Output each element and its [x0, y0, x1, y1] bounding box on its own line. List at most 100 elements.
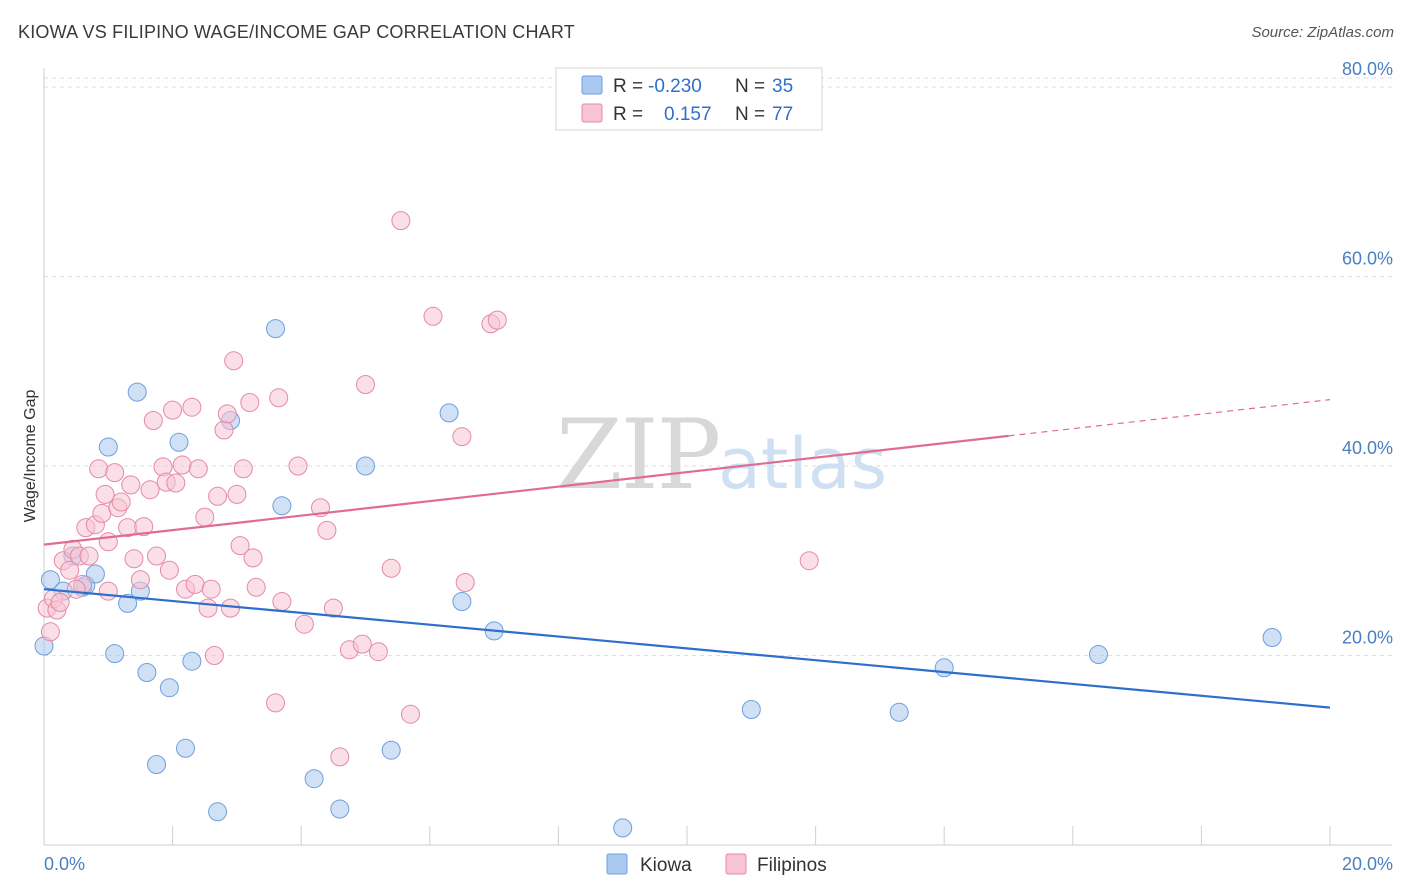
point-filipinos: [79, 546, 99, 566]
bottom-legend-swatch-filipinos: [725, 853, 747, 875]
point-filipinos: [272, 592, 292, 611]
point-kiowa: [208, 802, 228, 822]
point-kiowa: [266, 319, 285, 339]
legend-swatch-filipinos: [581, 103, 603, 123]
point-filipinos: [40, 622, 60, 642]
point-kiowa: [934, 658, 954, 678]
point-filipinos: [147, 546, 166, 566]
point-filipinos: [356, 375, 375, 394]
point-kiowa: [1089, 645, 1108, 664]
point-filipinos: [182, 397, 202, 417]
legend: R = -0.230 N = 35 R = 0.157 N = 77: [555, 67, 823, 131]
point-kiowa: [304, 769, 324, 789]
legend-r-value-kiowa: -0.230: [648, 76, 702, 97]
point-filipinos: [224, 351, 244, 371]
point-filipinos: [50, 592, 70, 612]
point-filipinos: [217, 404, 237, 424]
point-filipinos: [130, 570, 150, 590]
point-kiowa: [85, 564, 105, 584]
point-filipinos: [201, 579, 221, 599]
chart-title: KIOWA VS FILIPINO WAGE/INCOME GAP CORREL…: [18, 22, 575, 42]
y-axis-label: Wage/Income Gap: [22, 390, 39, 523]
point-filipinos: [266, 693, 285, 713]
x-tick-label: 20.0%: [1342, 854, 1393, 874]
point-kiowa: [452, 592, 472, 611]
point-filipinos: [121, 475, 141, 495]
bottom-legend-label-kiowa: Kiowa: [640, 855, 692, 876]
point-kiowa: [118, 593, 138, 613]
point-kiowa: [381, 740, 401, 760]
watermark: ZIP atlas: [556, 399, 887, 511]
point-filipinos: [92, 503, 112, 523]
bottom-legend-swatch-kiowa: [606, 853, 628, 875]
point-filipinos: [105, 463, 125, 483]
point-filipinos: [288, 456, 308, 476]
point-kiowa: [356, 456, 375, 476]
point-filipinos: [111, 492, 131, 512]
legend-n-label-kiowa: N =: [735, 76, 765, 97]
bottom-legend-label-filipinos: Filipinos: [757, 855, 827, 876]
y-tick-label: 40.0%: [1342, 438, 1393, 458]
trend-lines: [43, 399, 1331, 709]
trend-line-kiowa: [43, 588, 1331, 709]
point-kiowa: [330, 799, 350, 819]
legend-r-label-kiowa: R =: [613, 76, 643, 97]
point-kiowa: [159, 678, 179, 698]
point-filipinos: [198, 598, 218, 618]
point-filipinos: [221, 598, 240, 618]
watermark-zip: ZIP: [556, 399, 719, 511]
point-kiowa: [176, 738, 195, 758]
point-kiowa: [272, 496, 292, 516]
source-label: Source: ZipAtlas.com: [1251, 24, 1394, 41]
trend-line-filipinos-extension: [1008, 399, 1331, 437]
point-filipinos: [188, 459, 208, 479]
point-filipinos: [230, 536, 250, 556]
point-kiowa: [105, 644, 125, 664]
point-filipinos: [330, 747, 350, 767]
point-filipinos: [246, 577, 266, 597]
point-filipinos: [143, 411, 163, 430]
legend-n-value-filipinos: 77: [772, 104, 793, 125]
point-filipinos: [185, 574, 205, 594]
point-kiowa: [613, 818, 633, 838]
point-filipinos: [240, 393, 260, 412]
bottom-legend: Kiowa Filipinos: [606, 853, 827, 876]
point-filipinos: [140, 480, 160, 500]
point-kiowa: [741, 700, 761, 719]
point-filipinos: [98, 532, 118, 552]
point-filipinos: [66, 579, 86, 599]
point-filipinos: [391, 211, 411, 231]
point-filipinos: [98, 581, 118, 601]
point-kiowa: [889, 702, 909, 722]
point-filipinos: [243, 548, 263, 568]
legend-r-value-filipinos: 0.157: [664, 104, 712, 125]
watermark-atlas: atlas: [718, 423, 887, 505]
point-kiowa: [127, 382, 147, 402]
point-filipinos: [368, 642, 388, 662]
point-filipinos: [214, 420, 234, 440]
point-kiowa: [439, 403, 459, 423]
point-filipinos: [401, 704, 420, 724]
point-filipinos: [95, 484, 115, 504]
trend-line-filipinos: [43, 434, 1009, 546]
point-kiowa: [147, 755, 166, 774]
axes: [43, 68, 1392, 846]
point-filipinos: [163, 400, 183, 420]
point-filipinos: [294, 614, 314, 634]
point-filipinos: [381, 558, 401, 578]
legend-n-value-kiowa: 35: [772, 76, 793, 97]
y-tick-label: 20.0%: [1342, 627, 1393, 647]
point-filipinos: [159, 560, 179, 580]
point-kiowa: [98, 437, 118, 457]
legend-swatch-kiowa: [581, 75, 603, 95]
point-filipinos: [166, 473, 186, 493]
point-kiowa: [1262, 628, 1282, 647]
point-filipinos: [317, 520, 337, 540]
point-filipinos: [455, 573, 475, 592]
point-kiowa: [169, 432, 189, 452]
point-filipinos: [452, 427, 472, 447]
point-filipinos: [233, 459, 253, 479]
point-filipinos: [323, 598, 343, 618]
point-filipinos: [195, 507, 215, 527]
